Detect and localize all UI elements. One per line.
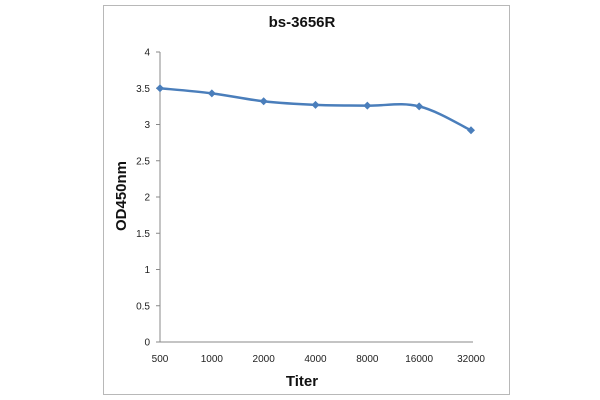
data-point-marker	[311, 100, 320, 109]
x-tick-label: 4000	[304, 354, 327, 365]
chart-title: bs-3656R	[269, 14, 336, 31]
x-axis-title: Titer	[286, 373, 318, 390]
y-tick-label: 4	[144, 48, 150, 59]
x-tick-label: 32000	[457, 354, 485, 365]
x-axis-ticks: 500 1000 2000 4000 8000 16000 32000	[152, 354, 486, 365]
data-point-marker	[156, 84, 164, 93]
x-tick-label: 2000	[253, 354, 276, 365]
y-tick-label: 1.5	[136, 229, 150, 240]
x-tick-label: 16000	[405, 354, 433, 365]
y-axis-title: OD450nm	[113, 161, 130, 231]
y-tick-label: 3.5	[136, 84, 150, 95]
y-tick-label: 3	[144, 120, 150, 131]
y-tick-label: 2	[144, 193, 150, 204]
data-point-marker	[363, 101, 372, 110]
y-axis-ticks: 0 0.5 1 1.5 2 2.5 3 3.5 4	[136, 48, 160, 349]
series-markers	[156, 84, 475, 135]
y-tick-label: 0	[144, 338, 150, 349]
data-point-marker	[207, 89, 216, 98]
y-tick-label: 1	[144, 265, 150, 276]
data-point-marker	[259, 97, 268, 106]
x-tick-label: 8000	[356, 354, 379, 365]
x-tick-label: 1000	[201, 354, 224, 365]
y-tick-label: 2.5	[136, 156, 150, 167]
x-tick-label: 500	[152, 354, 169, 365]
chart-frame	[103, 5, 510, 395]
series-line	[159, 87, 472, 132]
data-point-marker	[467, 126, 475, 135]
y-tick-label: 0.5	[136, 301, 150, 312]
data-point-marker	[415, 102, 424, 111]
